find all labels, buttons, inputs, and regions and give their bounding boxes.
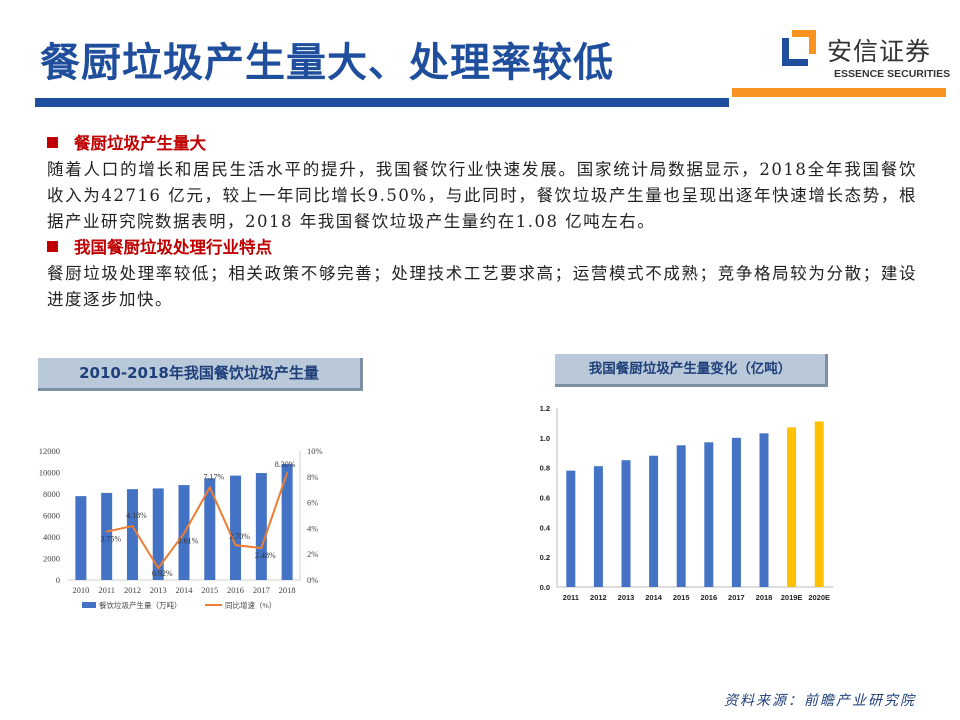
x-tick-label: 2016 xyxy=(227,585,244,595)
line-point xyxy=(183,532,185,535)
line-point xyxy=(234,544,237,546)
legend-label: 餐饮垃圾产生量（万吨） xyxy=(99,600,182,610)
x-tick-label: 2018 xyxy=(279,585,296,595)
y-tick-label: 6000 xyxy=(43,511,60,521)
data-label: 2.70% xyxy=(229,532,250,541)
bar xyxy=(621,460,631,587)
bar xyxy=(814,421,824,587)
chart2-title: 我国餐厨垃圾产生量变化（亿吨） xyxy=(555,354,828,387)
bar xyxy=(75,496,87,580)
x-tick-label: 2016 xyxy=(700,593,717,602)
x-tick-label: 2014 xyxy=(176,585,194,595)
y2-tick-label: 6% xyxy=(307,498,318,508)
x-tick-label: 2011 xyxy=(98,585,115,595)
x-tick-label: 2015 xyxy=(201,585,218,595)
bar xyxy=(230,475,242,580)
bar xyxy=(759,433,769,587)
line-point xyxy=(208,486,211,489)
x-tick-label: 2014 xyxy=(645,593,663,602)
data-label: 3.61% xyxy=(178,536,199,545)
legend-bar-swatch xyxy=(82,602,96,608)
bar xyxy=(676,445,686,587)
y-tick-label: 1.0 xyxy=(540,434,550,443)
data-label: 7.17% xyxy=(203,473,224,482)
y2-tick-label: 0% xyxy=(307,575,318,585)
bar xyxy=(649,455,659,587)
line-point xyxy=(286,472,288,474)
line-point xyxy=(131,525,134,527)
logo-en: ESSENCE SECURITIES xyxy=(834,68,951,80)
x-tick-label: 2020E xyxy=(808,593,830,602)
y-tick-label: 10000 xyxy=(39,468,60,478)
bar xyxy=(593,466,603,587)
chart1-combo-chart: 0 2000 4000 6000 8000 10000 12000 0% 2% 4% 6% 8% 10%… xyxy=(39,446,323,610)
y-tick-label: 0 xyxy=(56,575,60,585)
bar xyxy=(787,427,797,587)
bullet-square-icon xyxy=(47,137,58,148)
data-label: 0.92% xyxy=(152,569,173,578)
x-tick-label: 2018 xyxy=(756,593,773,602)
logo-mark-icon xyxy=(782,30,816,66)
y2-tick-label: 2% xyxy=(307,549,318,559)
y-tick-label: 0.4 xyxy=(540,523,551,532)
data-label: 3.75% xyxy=(100,535,121,544)
line-point xyxy=(105,530,108,533)
data-label: 8.30% xyxy=(275,460,296,469)
bar xyxy=(204,478,216,580)
y-tick-label: 12000 xyxy=(39,446,60,456)
line-point xyxy=(157,567,160,569)
content-body: 餐厨垃圾产生量大 随着人口的增长和居民生活水平的提升，我国餐饮行业快速发展。国家… xyxy=(47,131,917,313)
y2-tick-label: 10% xyxy=(307,446,323,456)
legend-label: 同比增速（%） xyxy=(225,600,276,610)
bar xyxy=(731,437,741,587)
section-heading: 餐厨垃圾产生量大 xyxy=(47,131,917,157)
x-tick-label: 2012 xyxy=(590,593,607,602)
data-label: 4.18% xyxy=(126,511,147,520)
line-point xyxy=(260,547,263,549)
y-tick-label: 2000 xyxy=(43,554,60,564)
bar xyxy=(152,488,164,580)
y-tick-label: 1.2 xyxy=(540,404,550,413)
section-text: 餐厨垃圾处理率较低；相关政策不够完善；处理技术工艺要求高；运营模式不成熟；竞争格… xyxy=(47,264,917,309)
x-tick-label: 2017 xyxy=(253,585,270,595)
logo-cn: 安信证券 xyxy=(827,37,932,66)
page-title: 餐厨垃圾产生量大、处理率较低 xyxy=(40,40,614,86)
bullet-square-icon xyxy=(47,241,58,252)
bar xyxy=(255,473,267,580)
bar xyxy=(566,470,576,587)
x-tick-label: 2012 xyxy=(124,585,141,595)
x-tick-label: 2019E xyxy=(781,593,803,602)
source-footer: 资料来源：前瞻产业研究院 xyxy=(724,693,916,709)
title-underline-blue xyxy=(35,98,729,107)
bar xyxy=(101,492,113,580)
x-tick-label: 2013 xyxy=(150,585,167,595)
chart2-bar-chart: 0.0 0.2 0.4 0.6 0.8 1.0 1.2 2011 2012 2013 2014 201… xyxy=(540,404,833,602)
y-tick-label: 4000 xyxy=(43,532,60,542)
x-tick-label: 2013 xyxy=(618,593,635,602)
x-tick-label: 2015 xyxy=(673,593,690,602)
chart1-title: 2010-2018年我国餐饮垃圾产生量 xyxy=(38,358,363,391)
growth-line xyxy=(106,472,289,570)
bar xyxy=(281,464,293,580)
section-heading: 我国餐厨垃圾处理行业特点 xyxy=(47,235,917,261)
y-tick-label: 0.2 xyxy=(540,553,550,562)
bar xyxy=(126,489,138,580)
y2-tick-label: 8% xyxy=(307,472,318,482)
title-underline-orange xyxy=(732,88,946,97)
y-tick-label: 0.0 xyxy=(540,583,550,592)
y-tick-label: 0.8 xyxy=(540,464,550,473)
x-tick-label: 2010 xyxy=(72,585,89,595)
section-text: 随着人口的增长和居民生活水平的提升，我国餐饮行业快速发展。国家统计局数据显示，2… xyxy=(47,160,917,231)
data-label: 2.48% xyxy=(255,551,276,560)
y-tick-label: 8000 xyxy=(43,489,60,499)
y-tick-label: 0.6 xyxy=(540,494,550,503)
x-tick-label: 2011 xyxy=(563,593,579,602)
x-tick-label: 2017 xyxy=(728,593,745,602)
bar xyxy=(704,442,714,587)
y2-tick-label: 4% xyxy=(307,523,318,533)
